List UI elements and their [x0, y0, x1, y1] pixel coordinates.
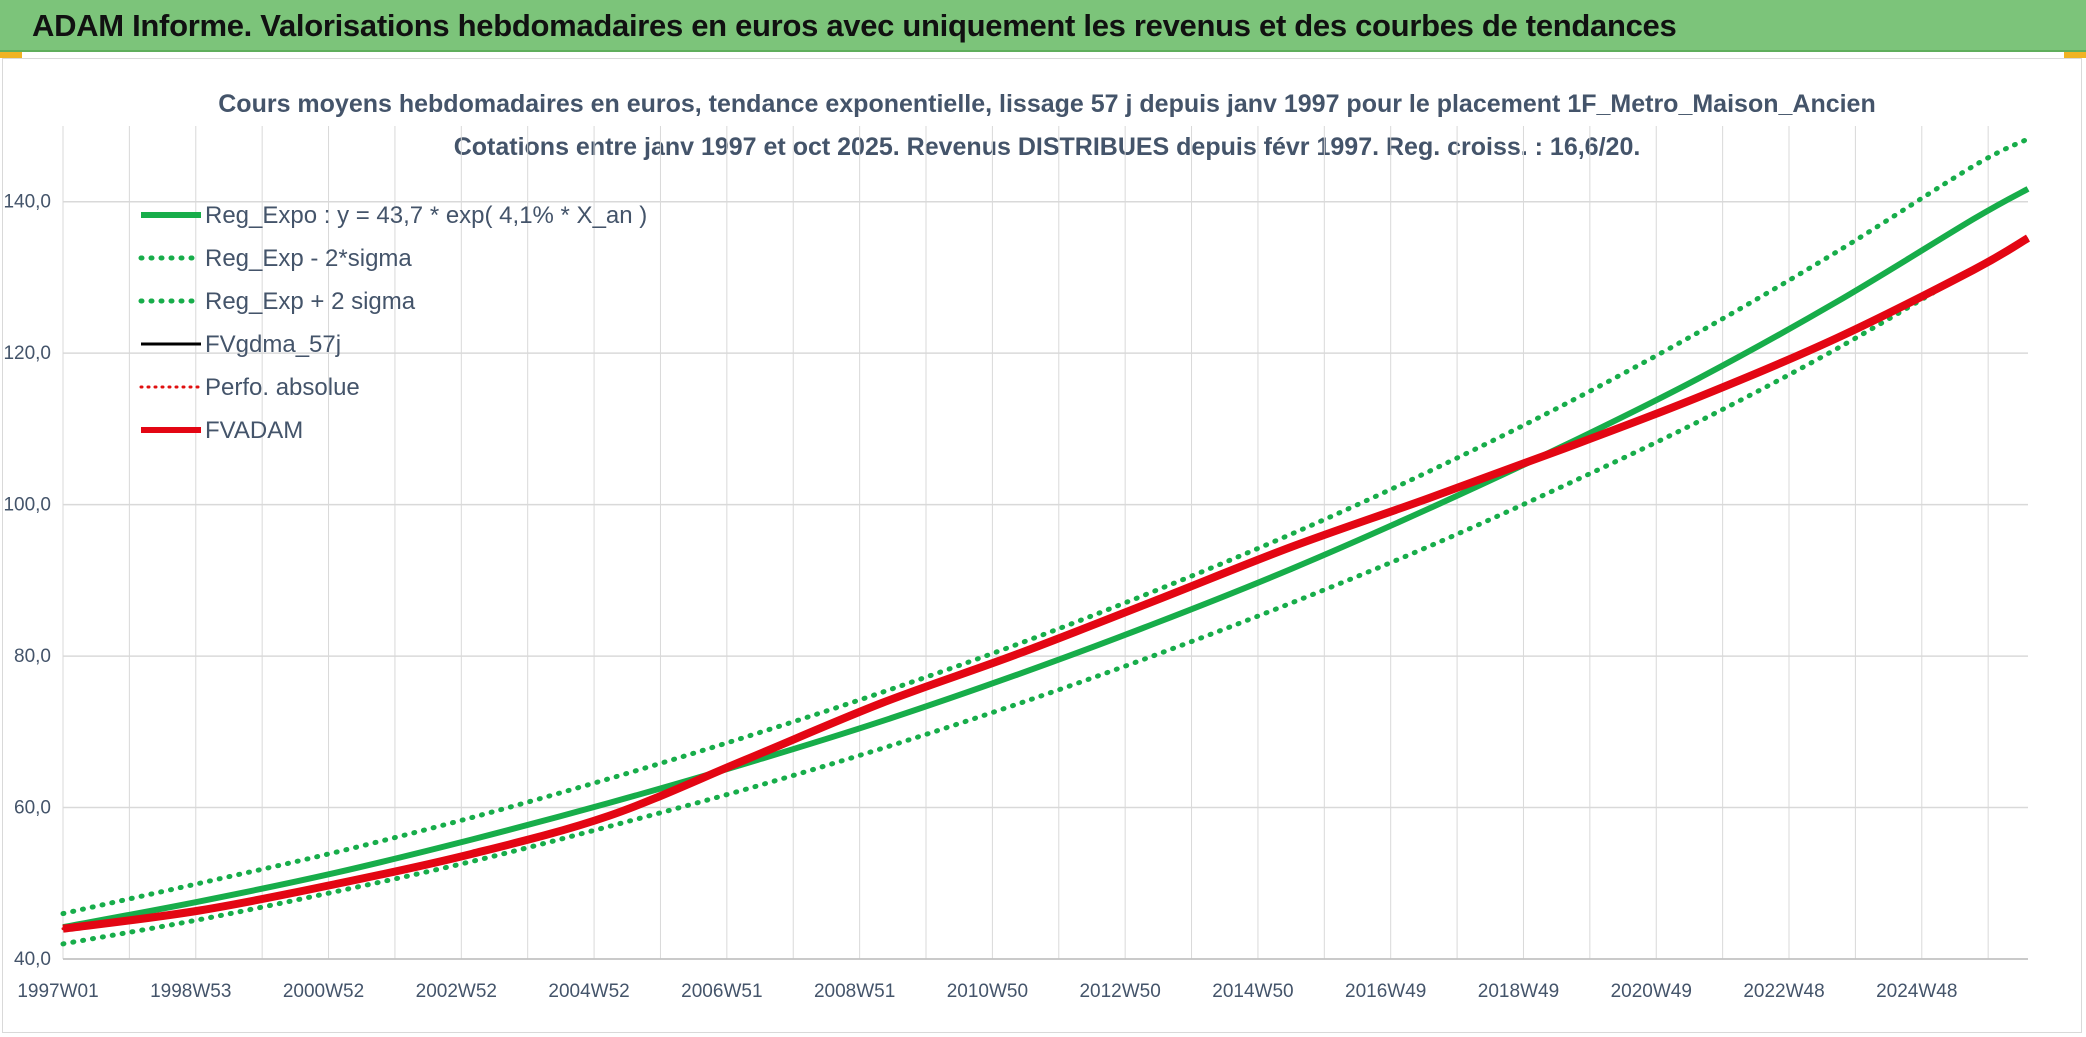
x-tick-label: 2020W49: [1611, 981, 1692, 1002]
y-tick-label: 60,0: [14, 798, 51, 819]
chart-subtitle: Cotations entre janv 1997 et oct 2025. R…: [454, 133, 1641, 161]
series-line-1: [60, 237, 2031, 947]
y-tick-label: 80,0: [14, 646, 51, 667]
x-tick-label: 2000W52: [283, 981, 364, 1002]
series-line-2: [60, 136, 2031, 917]
corner-marker-right: [2064, 52, 2086, 58]
line-chart: Cours moyens hebdomadaires en euros, ten…: [3, 90, 2031, 1002]
y-tick-label: 120,0: [3, 343, 51, 364]
x-tick-label: 2004W52: [548, 981, 629, 1002]
x-tick-label: 2002W52: [416, 981, 497, 1002]
banner-title: ADAM Informe. Valorisations hebdomadaire…: [32, 8, 1677, 43]
x-tick-label: 2006W51: [681, 981, 762, 1002]
legend-label: Perfo. absolue: [205, 374, 360, 401]
legend-label: FVgdma_57j: [205, 331, 341, 358]
x-tick-label: 2014W50: [1212, 981, 1293, 1002]
series-line-4: [61, 236, 2030, 931]
x-tick-label: 2018W49: [1478, 981, 1559, 1002]
series-line-3: [62, 236, 2029, 931]
chart-title: Cours moyens hebdomadaires en euros, ten…: [218, 90, 1875, 118]
y-tick-label: 100,0: [3, 495, 51, 516]
x-tick-label: 2016W49: [1345, 981, 1426, 1002]
series-line-5: [62, 234, 2031, 933]
x-tick-label: 2008W51: [814, 981, 895, 1002]
legend-label: Reg_Expo : y = 43,7 * exp( 4,1% * X_an ): [205, 202, 647, 229]
legend-label: Reg_Exp + 2 sigma: [205, 288, 416, 315]
header-banner: ADAM Informe. Valorisations hebdomadaire…: [0, 0, 2086, 52]
y-axis: 40,0 60,0 80,0 100,0 120,0 140,0: [3, 192, 51, 970]
legend-label: FVADAM: [205, 417, 303, 444]
series-line-0: [62, 186, 2030, 931]
x-axis: 1997W01 1998W53 2000W52 2002W52 2004W52 2006W…: [17, 958, 2028, 1002]
legend-label: Reg_Exp - 2*sigma: [205, 245, 412, 272]
x-tick-label: 2022W48: [1743, 981, 1824, 1002]
series-group: [60, 136, 2031, 947]
x-tick-label: 2010W50: [947, 981, 1028, 1002]
corner-marker-left: [0, 52, 22, 58]
x-tick-label: 2024W48: [1876, 981, 1957, 1002]
chart-area: Cours moyens hebdomadaires en euros, ten…: [2, 58, 2082, 1033]
legend: Reg_Expo : y = 43,7 * exp( 4,1% * X_an )…: [138, 202, 647, 444]
y-tick-label: 40,0: [14, 949, 51, 970]
x-tick-label: 1997W01: [17, 981, 98, 1002]
x-tick-label: 1998W53: [150, 981, 231, 1002]
x-tick-label: 2012W50: [1079, 981, 1160, 1002]
y-tick-label: 140,0: [3, 192, 51, 213]
